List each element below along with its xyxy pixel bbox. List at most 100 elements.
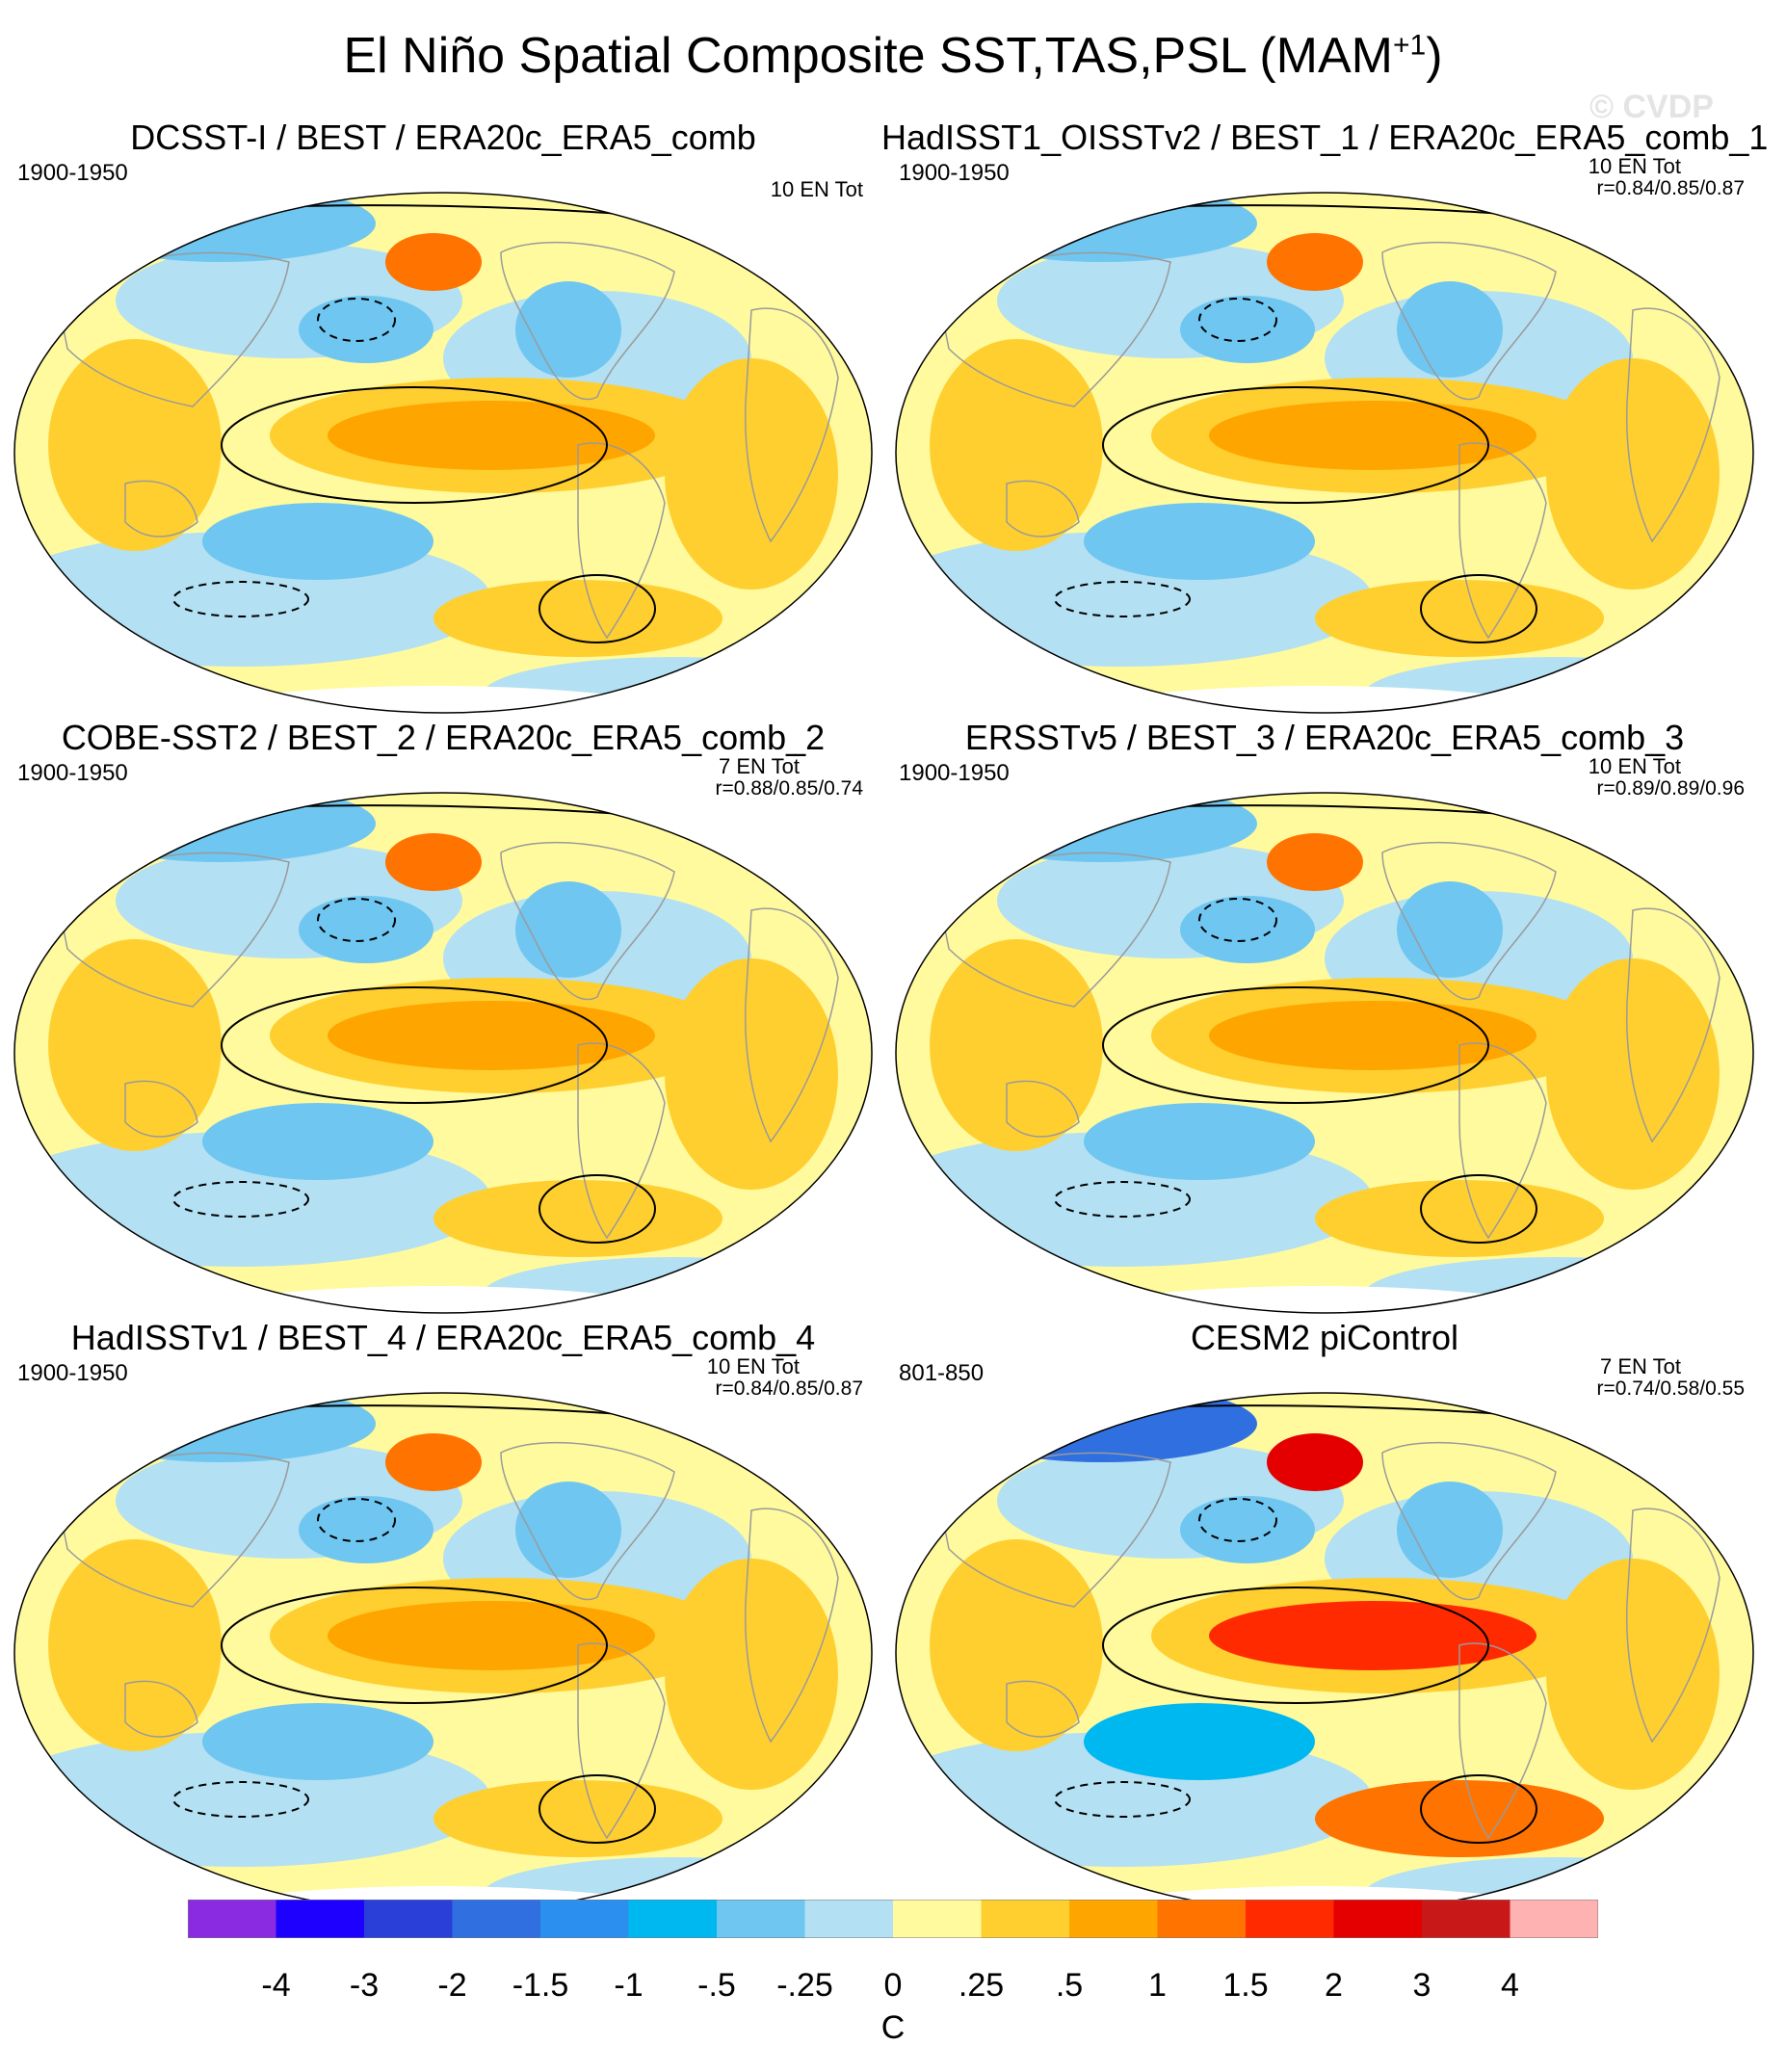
cool-anomaly bbox=[949, 1393, 1257, 1462]
psl-contour bbox=[221, 986, 608, 1104]
cool-anomaly bbox=[67, 193, 376, 262]
panel-period: 1900-1950 bbox=[17, 1360, 128, 1386]
global-map bbox=[13, 792, 873, 1314]
panel-title: CESM2 piControl bbox=[1190, 1318, 1459, 1357]
colorbar-box bbox=[540, 1900, 629, 1938]
colorbar-box bbox=[717, 1900, 805, 1938]
cool-anomaly bbox=[1397, 881, 1503, 978]
panel-title: COBE-SST2 / BEST_2 / ERA20c_ERA5_comb_2 bbox=[61, 718, 826, 757]
colorbar-tick-label: 3 bbox=[1412, 1967, 1431, 2004]
warm-anomaly bbox=[1267, 833, 1363, 891]
antarctica bbox=[144, 1286, 732, 1313]
colorbar-box bbox=[364, 1900, 453, 1938]
warm-anomaly bbox=[1315, 580, 1604, 657]
map-field bbox=[14, 193, 872, 713]
panel-period: 1900-1950 bbox=[899, 160, 1010, 186]
psl-contour-negative bbox=[1198, 898, 1277, 942]
watermark: © CVDP bbox=[1589, 89, 1714, 125]
warm-anomaly bbox=[1315, 1180, 1604, 1257]
coastline bbox=[1625, 907, 1720, 1143]
psl-contour bbox=[221, 1587, 608, 1704]
cool-anomaly bbox=[1084, 1703, 1315, 1780]
warm-anomaly bbox=[48, 1539, 222, 1751]
warm-anomaly bbox=[665, 358, 838, 590]
coastline bbox=[500, 841, 675, 1001]
warm-anomaly bbox=[665, 958, 838, 1190]
psl-contour bbox=[1102, 986, 1489, 1104]
coastline bbox=[124, 480, 198, 538]
coastline bbox=[744, 1508, 839, 1744]
cool-anomaly bbox=[202, 1703, 433, 1780]
warm-anomaly bbox=[328, 1601, 655, 1670]
map-panel: CESM2 piControl 801-850 7 EN Tot r=0.74/0.5… bbox=[881, 1318, 1768, 1915]
map-field bbox=[896, 1393, 1753, 1913]
cool-anomaly bbox=[67, 1393, 376, 1462]
colorbar-box bbox=[1333, 1900, 1422, 1938]
colorbar bbox=[188, 1900, 1598, 1938]
colorbar-box bbox=[188, 1900, 276, 1938]
coastline bbox=[500, 1441, 675, 1601]
coastline bbox=[1006, 480, 1080, 538]
map-field bbox=[896, 193, 1753, 713]
global-map bbox=[895, 1392, 1754, 1914]
warm-anomaly bbox=[1546, 1559, 1720, 1790]
map-panel: DCSST-I / BEST / ERA20c_ERA5_comb 1900-19… bbox=[0, 118, 886, 715]
coastline bbox=[1006, 1080, 1080, 1138]
colorbar-box bbox=[893, 1900, 982, 1938]
panel-title: HadISSTv1 / BEST_4 / ERA20c_ERA5_comb_4 bbox=[70, 1318, 816, 1357]
pattern-correlation: r=0.84/0.85/0.87 bbox=[1596, 177, 1745, 199]
warm-anomaly bbox=[48, 939, 222, 1151]
colorbar-tick-label: -4 bbox=[261, 1967, 291, 2004]
figure-title: El Niño Spatial Composite SST,TAS,PSL (M… bbox=[343, 28, 1443, 84]
antarctica bbox=[1026, 1286, 1614, 1313]
cool-anomaly bbox=[299, 1496, 433, 1563]
colorbar-box bbox=[1510, 1900, 1598, 1938]
colorbar-tick-label: 0 bbox=[883, 1967, 903, 2004]
panel-title: ERSSTv5 / BEST_3 / ERA20c_ERA5_comb_3 bbox=[964, 718, 1685, 757]
warm-anomaly bbox=[1209, 401, 1536, 470]
map-field bbox=[896, 793, 1753, 1313]
coastline bbox=[1381, 841, 1557, 1001]
cool-anomaly bbox=[515, 281, 621, 378]
psl-contour-negative bbox=[1198, 298, 1277, 342]
colorbar-box bbox=[1422, 1900, 1510, 1938]
cool-anomaly bbox=[202, 503, 433, 580]
warm-anomaly bbox=[1546, 958, 1720, 1190]
panel-title: DCSST-I / BEST / ERA20c_ERA5_comb bbox=[130, 118, 756, 157]
warm-anomaly bbox=[1267, 233, 1363, 291]
coastline bbox=[744, 307, 839, 543]
warm-anomaly bbox=[1209, 1001, 1536, 1070]
map-border bbox=[895, 192, 1754, 714]
event-count: 7 EN Tot bbox=[719, 754, 800, 778]
cool-anomaly bbox=[67, 793, 376, 862]
warm-anomaly bbox=[930, 939, 1103, 1151]
warm-anomaly bbox=[1209, 1601, 1536, 1670]
warm-anomaly bbox=[930, 339, 1103, 551]
warm-anomaly bbox=[1546, 358, 1720, 590]
warm-anomaly bbox=[1315, 1780, 1604, 1857]
colorbar-tick-label: -2 bbox=[437, 1967, 467, 2004]
coastline bbox=[1006, 1680, 1080, 1738]
coastline bbox=[124, 1080, 198, 1138]
psl-contour-negative bbox=[1054, 1781, 1191, 1818]
psl-contour bbox=[538, 1774, 656, 1844]
event-count: 7 EN Tot bbox=[1600, 1354, 1681, 1378]
cool-anomaly bbox=[299, 896, 433, 963]
cool-anomaly bbox=[299, 296, 433, 363]
psl-contour-negative bbox=[1054, 1181, 1191, 1218]
cool-anomaly bbox=[1084, 503, 1315, 580]
warm-anomaly bbox=[385, 233, 482, 291]
warm-anomaly bbox=[433, 580, 722, 657]
map-field bbox=[14, 793, 872, 1313]
cool-anomaly bbox=[1180, 296, 1315, 363]
pattern-correlation: r=0.74/0.58/0.55 bbox=[1596, 1377, 1745, 1400]
cool-anomaly bbox=[949, 793, 1257, 862]
colorbar-box bbox=[1069, 1900, 1158, 1938]
psl-contour bbox=[1420, 1174, 1537, 1244]
cool-anomaly bbox=[515, 881, 621, 978]
cool-anomaly bbox=[949, 193, 1257, 262]
map-panel: HadISSTv1 / BEST_4 / ERA20c_ERA5_comb_4 1… bbox=[0, 1318, 886, 1915]
psl-contour-negative bbox=[1198, 1498, 1277, 1542]
map-panel: COBE-SST2 / BEST_2 / ERA20c_ERA5_comb_2 1… bbox=[0, 718, 886, 1315]
psl-contour bbox=[1102, 1587, 1489, 1704]
